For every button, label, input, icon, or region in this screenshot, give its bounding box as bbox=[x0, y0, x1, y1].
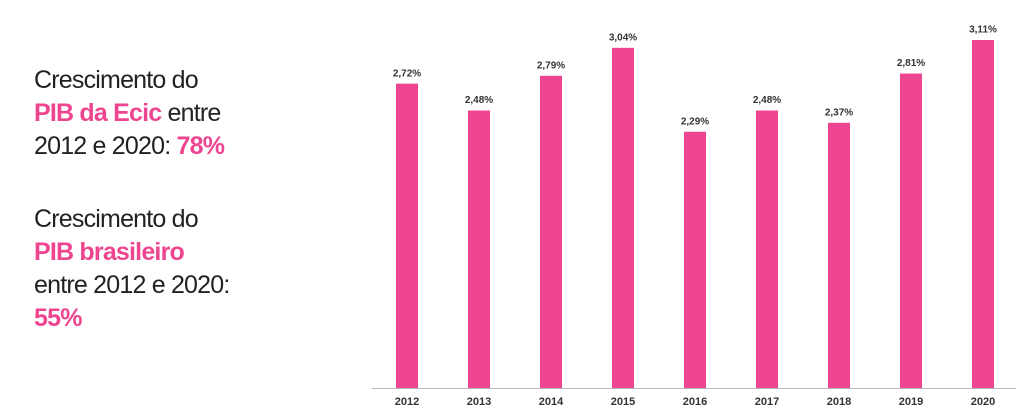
value-label: 2,48% bbox=[465, 95, 493, 106]
value-label: 2,29% bbox=[681, 116, 709, 127]
bar bbox=[540, 75, 562, 389]
value-label: 2,79% bbox=[537, 60, 565, 71]
lead: Crescimento do bbox=[34, 66, 199, 94]
x-tick-label: 2012 bbox=[395, 396, 419, 408]
bar bbox=[396, 83, 418, 389]
x-tick-label: 2018 bbox=[827, 396, 851, 408]
x-tick-label: 2017 bbox=[755, 396, 779, 408]
x-tick-label: 2015 bbox=[611, 396, 635, 408]
bar bbox=[684, 131, 706, 389]
value-label: 2,37% bbox=[825, 107, 853, 118]
bar bbox=[612, 47, 634, 389]
bar bbox=[972, 40, 994, 388]
period: entre bbox=[167, 99, 222, 127]
annotation: Crescimento do PIB brasileiro entre 2012… bbox=[34, 203, 230, 335]
x-tick-label: 2020 bbox=[971, 396, 995, 408]
bar bbox=[468, 110, 490, 388]
annotation: Crescimento do PIB da Ecic entre 2012 e … bbox=[34, 64, 225, 163]
value-label: 3,11% bbox=[969, 25, 997, 36]
lead: Crescimento do bbox=[34, 205, 199, 233]
value-label: 2,48% bbox=[753, 95, 781, 106]
x-tick-label: 2019 bbox=[899, 396, 923, 408]
bar bbox=[900, 73, 922, 389]
value: 55% bbox=[34, 304, 82, 332]
value-label: 2,72% bbox=[393, 68, 421, 79]
bar bbox=[828, 122, 850, 388]
x-tick-label: 2014 bbox=[539, 396, 564, 408]
x-tick-label: 2013 bbox=[467, 396, 491, 408]
subject: PIB brasileiro bbox=[34, 238, 185, 266]
value-label: 2,81% bbox=[897, 58, 925, 69]
period: entre 2012 e 2020: bbox=[34, 271, 230, 299]
x-tick-label: 2016 bbox=[683, 396, 707, 408]
value-label: 3,04% bbox=[609, 32, 637, 43]
period: 2012 e 2020: bbox=[34, 132, 171, 160]
value: 78% bbox=[176, 132, 225, 160]
bar bbox=[756, 110, 778, 388]
subject: PIB da Ecic bbox=[34, 99, 162, 127]
